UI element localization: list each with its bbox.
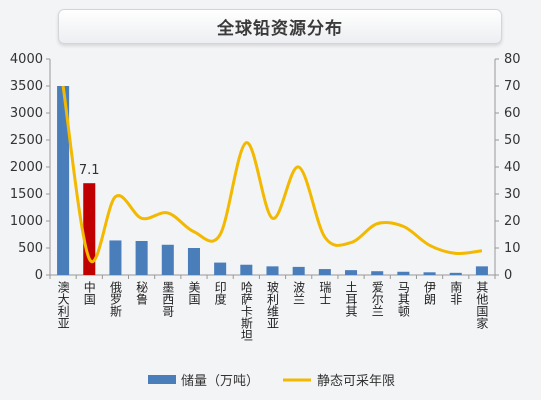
y-left-tick-label: 0 <box>35 268 43 283</box>
chart-title-box: 全球铅资源分布 <box>58 9 502 44</box>
bar <box>345 270 358 275</box>
y-left-tick-label: 3500 <box>10 79 43 94</box>
y-right-tick-label: 10 <box>504 241 521 256</box>
y-left-tick-label: 3000 <box>10 106 43 121</box>
y-right-tick-label: 20 <box>504 214 521 229</box>
bar <box>449 272 462 275</box>
y-right-tick-label: 70 <box>504 79 521 94</box>
category-label: 俄罗斯 <box>108 281 122 318</box>
bar <box>423 272 436 275</box>
y-right-tick-label: 40 <box>504 160 521 175</box>
y-left-tick-label: 1500 <box>10 187 43 202</box>
bar <box>371 271 384 275</box>
y-left-tick-label: 4000 <box>10 52 43 67</box>
series-line <box>61 85 483 264</box>
data-label: 7.1 <box>79 163 100 178</box>
bar <box>292 266 305 275</box>
category-label: 澳大利亚 <box>56 281 70 329</box>
y-right-tick-label: 30 <box>504 187 521 202</box>
bar <box>161 244 174 275</box>
bar <box>240 264 253 275</box>
category-label: 伊朗 <box>423 281 437 305</box>
category-label: 南非 <box>449 280 463 305</box>
bar <box>135 240 148 275</box>
legend-bar-label: 储量（万吨） <box>181 374 259 389</box>
y-left-tick-label: 500 <box>18 241 43 256</box>
category-label: 印度 <box>213 281 227 305</box>
y-left-tick-label: 1000 <box>10 214 43 229</box>
category-label: 墨西哥 <box>161 281 175 317</box>
chart-title: 全球铅资源分布 <box>217 19 343 39</box>
bar <box>109 240 122 275</box>
y-right-tick-label: 50 <box>504 133 521 148</box>
bar <box>318 269 331 275</box>
y-left-tick-label: 2500 <box>10 133 43 148</box>
y-right-tick-label: 60 <box>504 106 521 121</box>
bar <box>397 271 410 275</box>
y-right-tick-label: 0 <box>504 268 512 283</box>
category-label: 马其顿 <box>396 281 410 317</box>
category-label: 土耳其 <box>344 281 358 317</box>
category-label: 瑞士 <box>318 281 332 305</box>
category-label: 爱尔兰 <box>370 281 384 317</box>
category-label: 秘鲁 <box>135 281 149 306</box>
category-label: 美国 <box>187 281 201 305</box>
bar <box>187 248 200 275</box>
bar <box>475 266 488 275</box>
bar <box>266 266 279 275</box>
y-right-tick-label: 80 <box>504 52 521 67</box>
bar <box>57 86 70 275</box>
category-label: 中国 <box>82 280 96 305</box>
category-label: 哈萨卡斯坦 <box>239 281 253 341</box>
category-label: 玻利维亚 <box>266 281 280 329</box>
bar <box>214 262 227 275</box>
y-left-tick-label: 2000 <box>10 160 43 175</box>
category-label: 其他国家 <box>475 281 489 329</box>
legend-line-label: 静态可采年限 <box>317 374 395 389</box>
legend-bar-swatch <box>148 375 176 384</box>
category-label: 波兰 <box>292 281 306 305</box>
